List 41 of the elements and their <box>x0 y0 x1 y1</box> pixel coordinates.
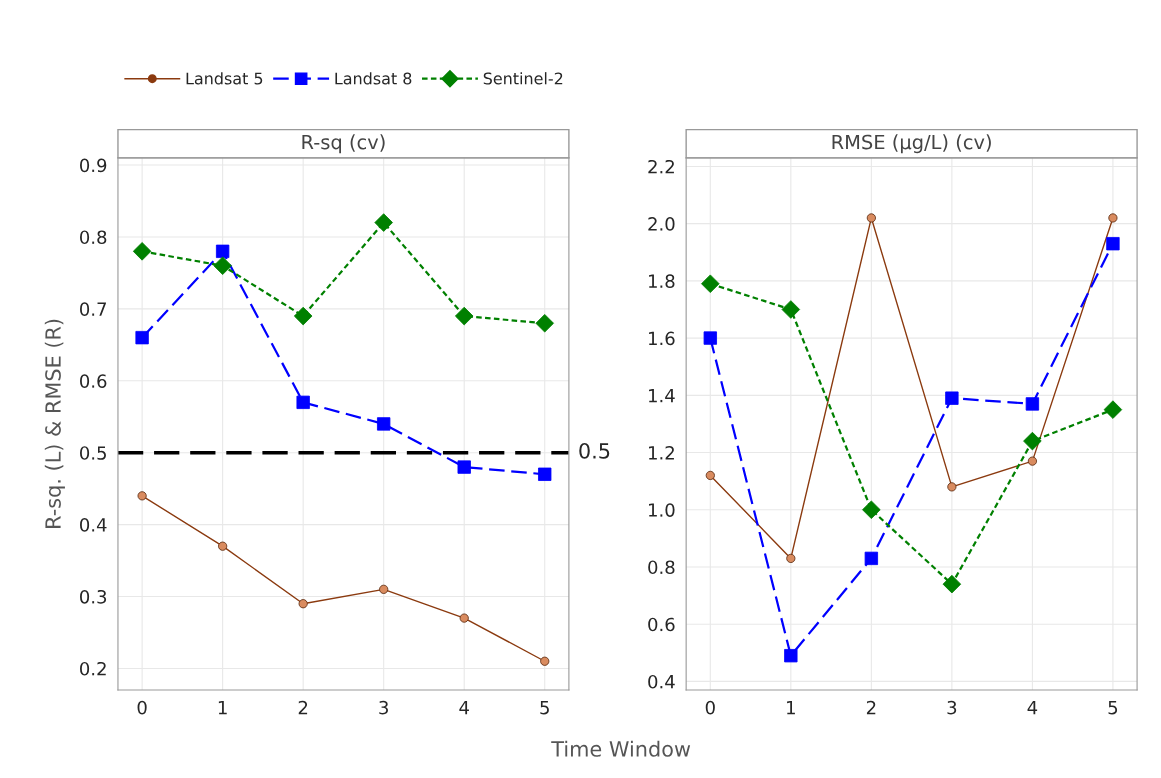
x-tick-label: 1 <box>218 700 227 715</box>
y-tick-label: 1.6 <box>649 331 675 346</box>
point <box>781 300 801 319</box>
y-tick-label: 0.8 <box>80 230 107 245</box>
y-tick-label: 0.8 <box>648 560 675 575</box>
y-tick-label: 1.8 <box>649 274 675 288</box>
x-tick-label: 3 <box>947 700 957 715</box>
x-tick-label: 3 <box>379 700 388 715</box>
x-axis-title: Time Window <box>551 740 691 757</box>
x-tick-label: 2 <box>866 700 876 715</box>
y-tick-label: 0.2 <box>80 661 106 676</box>
x-tick-label: 0 <box>705 700 715 715</box>
chart-title: R-sq (cv) <box>302 134 385 154</box>
x-tick-label: 4 <box>1027 700 1038 715</box>
x-tick-label: 4 <box>459 700 469 715</box>
ref-line-label: 0.5 <box>579 442 610 459</box>
y-tick-label: 0.3 <box>80 589 107 604</box>
x-tick-label: 5 <box>1108 700 1118 715</box>
y-tick-label: 2.0 <box>648 217 675 231</box>
x-tick-label: 1 <box>787 700 795 715</box>
y-tick-label: 0.7 <box>80 302 106 316</box>
legend-label: Landsat 5 <box>186 72 263 85</box>
y-tick-label: 0.6 <box>648 617 675 632</box>
legend-label: Landsat 8 <box>335 72 412 85</box>
point <box>132 242 152 261</box>
y-tick-label: 0.6 <box>80 374 107 388</box>
y-tick-label: 0.4 <box>648 674 675 689</box>
y-tick-label: 0.9 <box>80 158 107 173</box>
legend-label: Sentinel-2 <box>483 72 563 85</box>
y-tick-label: 2.2 <box>648 159 674 174</box>
y-tick-label: 0.4 <box>80 518 107 532</box>
y-tick-label: 1.2 <box>649 446 674 460</box>
chart-title: RMSE (µg/L) (cv) <box>832 134 991 154</box>
x-tick-label: 5 <box>540 700 549 715</box>
y-tick-label: 1.4 <box>649 389 675 403</box>
y-tick-label: 0.5 <box>80 446 106 460</box>
y-axis-title: R-sq. (L) & RMSE (R) <box>44 319 65 528</box>
x-tick-label: 0 <box>137 700 147 715</box>
point <box>1023 431 1042 451</box>
y-tick-label: 1.0 <box>649 503 675 517</box>
x-tick-label: 2 <box>298 700 308 715</box>
